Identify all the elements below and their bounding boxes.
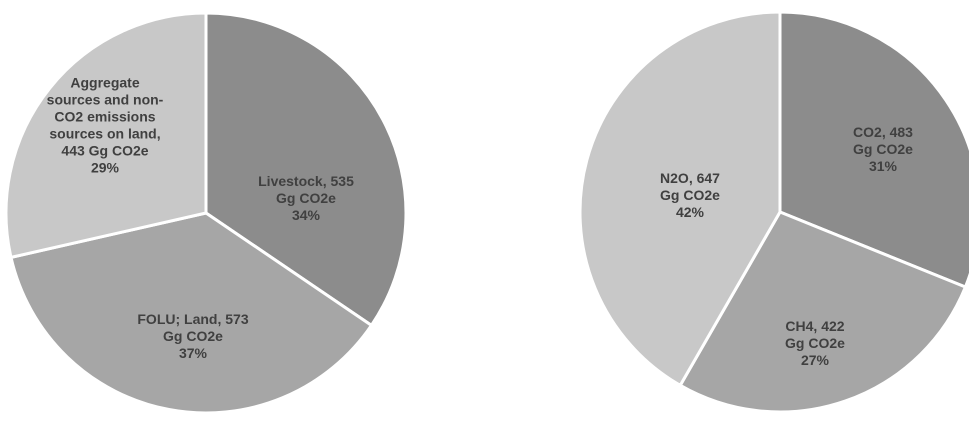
data-label-line: 27%	[801, 352, 830, 368]
data-label-line: CO2 emissions	[54, 109, 155, 125]
data-label-line: Gg CO2e	[660, 187, 720, 203]
pie-slice-livestock	[204, 11, 408, 327]
data-label-aggregate-sources-and-non-co2-emissions-sources-on-land: Aggregate sources and non-CO2 emissions so…	[47, 75, 164, 176]
data-label-line: Gg CO2e	[163, 328, 223, 344]
data-label-line: 31%	[869, 158, 898, 174]
pie-slice-co2	[778, 10, 969, 289]
data-label-n2o: N2O, 647 Gg CO2e 42%	[660, 170, 720, 220]
data-label-folu-land: FOLU; Land, 573 Gg CO2e 37%	[137, 311, 248, 361]
data-label-line: 34%	[292, 207, 321, 223]
data-label-line: Gg CO2e	[276, 190, 336, 206]
data-label-line: Livestock, 535	[258, 173, 354, 189]
pie-slice-folu-land	[9, 211, 373, 415]
data-label-line: Gg CO2e	[785, 335, 845, 351]
pie-chart-by-gas: CO2, 483 Gg CO2e 31%CH4, 422 Gg CO2e 27%N2O,…	[578, 10, 969, 414]
pie-chart-by-source: Livestock, 535 Gg CO2e 34%FOLU; Land, 573 G…	[4, 11, 408, 415]
data-label-line: sources and non-	[47, 92, 164, 108]
data-label-ch4: CH4, 422 Gg CO2e 27%	[785, 318, 845, 368]
data-label-line: Aggregate	[70, 75, 139, 91]
data-label-line: 42%	[676, 204, 705, 220]
pie-slice-aggregate-sources-and-non-co2-emissions-sources-on-land	[4, 11, 208, 259]
data-label-co2: CO2, 483 Gg CO2e 31%	[853, 124, 913, 174]
data-label-line: sources on land,	[49, 126, 160, 142]
data-label-line: 29%	[91, 160, 120, 176]
data-label-line: N2O, 647	[660, 170, 720, 186]
data-label-line: CO2, 483	[853, 124, 913, 140]
data-label-line: 37%	[179, 345, 208, 361]
data-label-line: Gg CO2e	[853, 141, 913, 157]
data-label-line: FOLU; Land, 573	[137, 311, 248, 327]
data-label-line: 443 Gg CO2e	[61, 143, 148, 159]
pie-slice-n2o	[578, 10, 782, 387]
data-label-line: CH4, 422	[785, 318, 844, 334]
data-label-livestock: Livestock, 535 Gg CO2e 34%	[258, 173, 354, 223]
